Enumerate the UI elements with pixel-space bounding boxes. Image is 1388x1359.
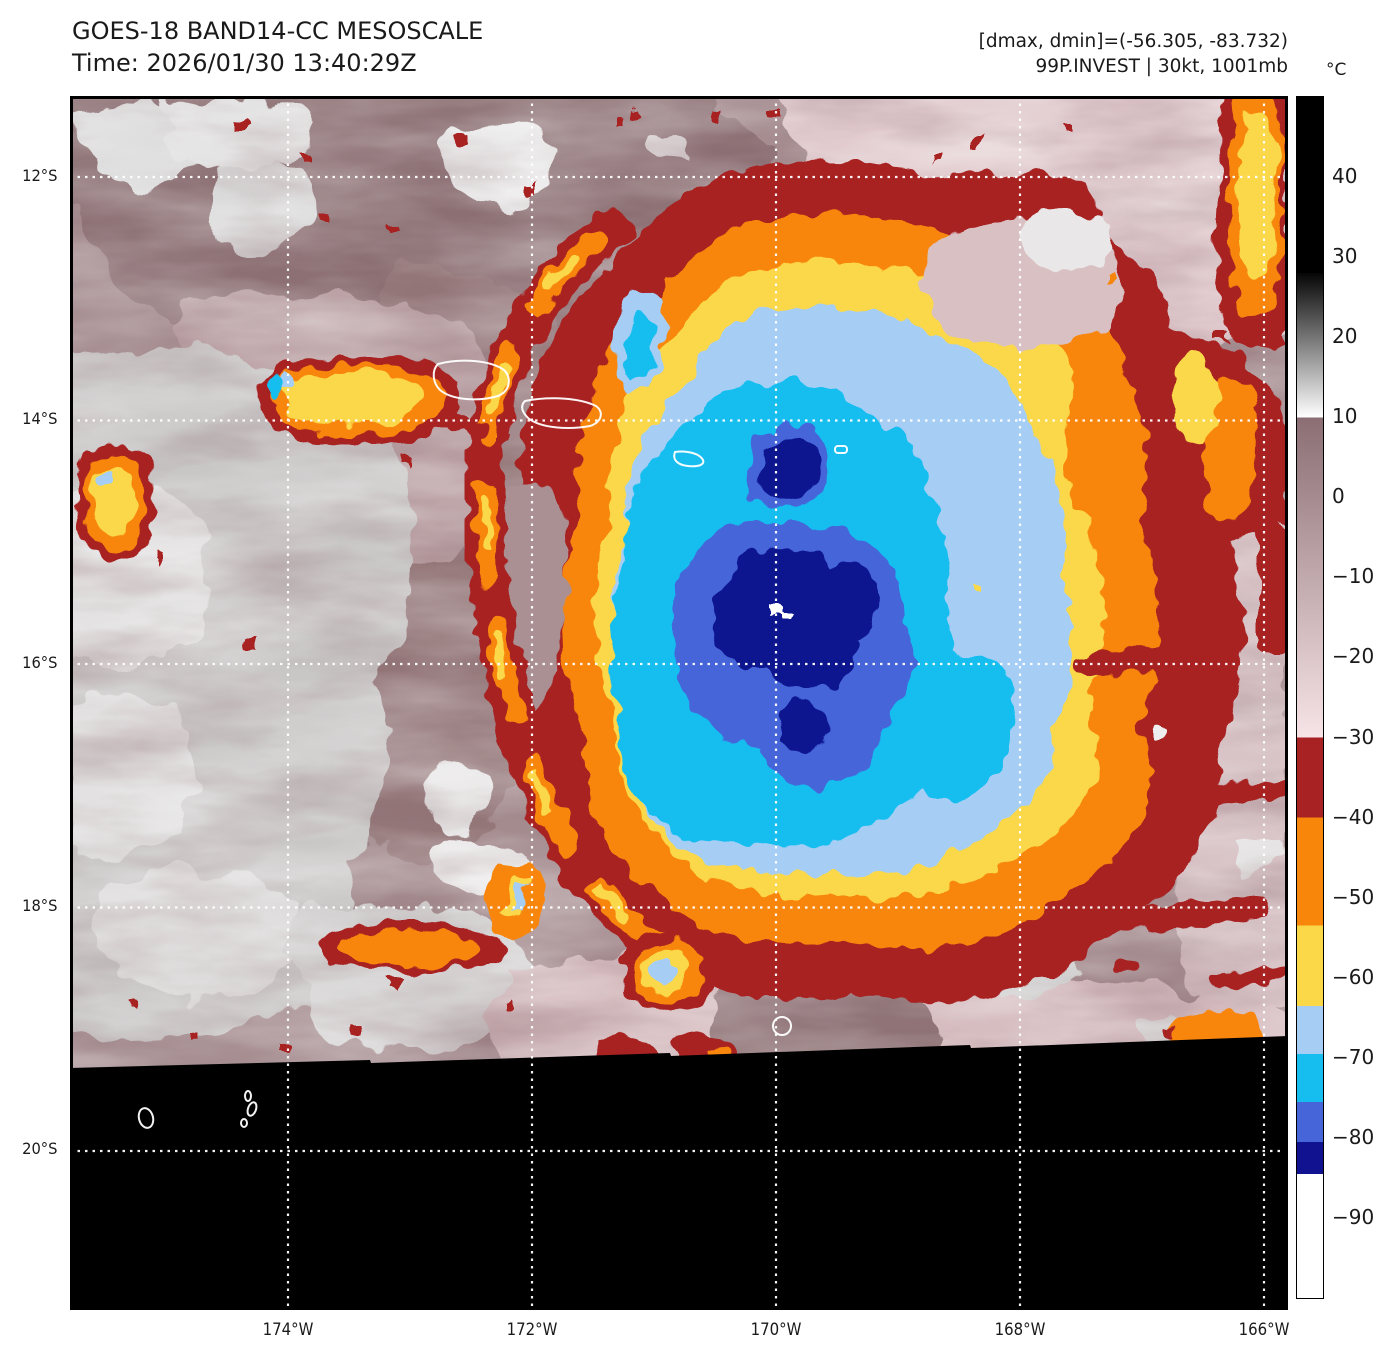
map-border [70,96,1288,1310]
longitude-tick-label: 166°W [1238,1320,1290,1340]
satellite-image [50,76,1330,1310]
latitude-tick-label: 20°S [22,1139,58,1158]
colorbar-tick-label: 10 [1332,404,1358,429]
colorbar-tick-label: −40 [1332,804,1375,829]
longitude-tick-label: 170°W [750,1320,802,1340]
colorbar-tick-label: −60 [1332,964,1375,989]
longitude-tick-label: 172°W [506,1320,558,1340]
storm-navy-core [760,435,819,502]
header-right: [dmax, dmin]=(-56.305, -83.732) 99P.INVE… [979,30,1288,80]
colorbar-tick-label: 30 [1332,244,1358,269]
no-data-region [70,1036,1288,1310]
colorbar-tick-label: −50 [1332,884,1375,909]
page-title: GOES-18 BAND14-CC MESOSCALE [72,17,484,45]
longitude-tick-label: 174°W [262,1320,314,1340]
colorbar-unit-label: °C [1326,60,1347,80]
storm-intensity-readout: 99P.INVEST | 30kt, 1001mb [1035,55,1289,77]
colorbar-tick-label: 40 [1332,164,1358,189]
colorbar-tick-label: −80 [1332,1124,1375,1149]
colorbar-tick-label: −10 [1332,564,1375,589]
colorbar [1296,96,1324,1299]
graticule [70,96,1288,1310]
colorbar-tick-label: −20 [1332,644,1375,669]
latitude-tick-label: 16°S [22,652,58,672]
colorbar-tick-label: −70 [1332,1044,1375,1069]
colorbar-tick-label: 20 [1332,324,1358,349]
red-speckles [130,108,1226,1055]
storm-spiral-band [464,211,705,978]
dmax-dmin-readout: [dmax, dmin]=(-56.305, -83.732) [978,31,1288,52]
latitude-axis: 12°S 14°S 16°S 18°S 20°S [0,0,64,1359]
island-coastlines [137,359,848,1129]
longitude-tick-label: 168°W [994,1320,1046,1340]
latitude-tick-label: 18°S [22,895,58,915]
latitude-tick-label: 14°S [22,409,58,429]
colorbar-tick-label: 0 [1332,484,1345,509]
map-frame: Copyright © 2020-2026 Dapiya [50,76,1330,1310]
latitude-tick-label: 12°S [22,166,58,185]
colorbar-tick-label: −90 [1332,1204,1375,1229]
title-block: GOES-18 BAND14-CC MESOSCALE Time: 2026/0… [72,16,483,79]
timestamp: Time: 2026/01/30 13:40:29Z [72,48,417,77]
colorbar-tick-label: −30 [1332,724,1375,749]
colorbar-ticks: 40 30 20 10 0 −10 −20 −30 −40 −50 −60 −70 −80 −90 [1332,96,1388,1297]
